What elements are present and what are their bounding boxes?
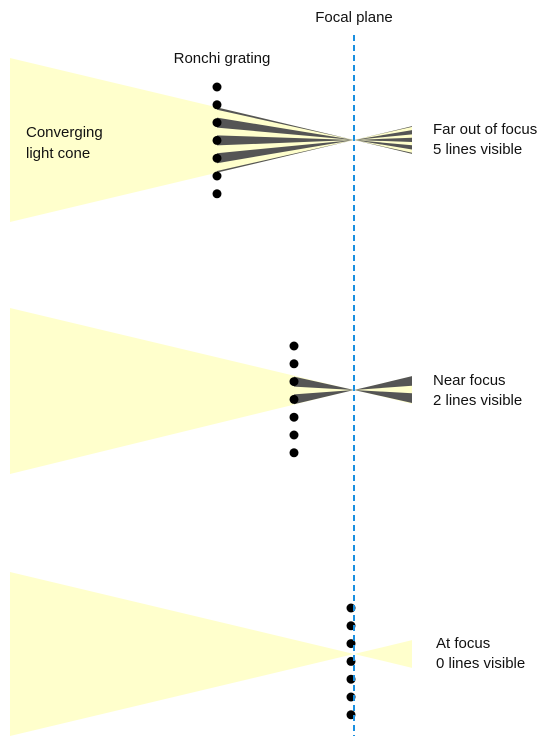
light-cone	[10, 572, 354, 736]
panel-caption: 2 lines visible	[433, 392, 522, 409]
blocked-band	[354, 140, 412, 150]
grating-line	[212, 100, 222, 110]
grating-line	[212, 118, 222, 128]
grating-line	[212, 82, 222, 92]
grating-line	[289, 341, 299, 351]
blocked-band	[217, 107, 354, 140]
blocked-band	[354, 130, 412, 140]
grating-line	[289, 412, 299, 422]
light-cone	[10, 308, 354, 474]
grating-line	[289, 448, 299, 458]
grating-line	[212, 171, 222, 181]
blocked-band	[354, 140, 412, 154]
light-cone	[10, 58, 354, 222]
blocked-band	[354, 376, 412, 390]
panel-caption: Far out of focus	[433, 121, 537, 138]
grating-line	[212, 153, 222, 163]
blocked-band	[354, 137, 412, 142]
blocked-band	[217, 140, 354, 173]
blocked-band	[217, 140, 354, 164]
blocked-band	[294, 390, 354, 405]
blocked-band	[354, 126, 412, 140]
blocked-band	[217, 117, 354, 140]
panel-caption: At focus	[436, 635, 490, 652]
grating-label: Ronchi grating	[174, 50, 271, 67]
panel-caption: Near focus	[433, 372, 506, 389]
grating-line	[289, 377, 299, 387]
blocked-band	[354, 390, 412, 403]
grating-line	[289, 359, 299, 369]
focal-plane-label: Focal plane	[315, 9, 393, 26]
blocked-band	[217, 135, 354, 146]
shapes	[10, 58, 412, 736]
blocked-band	[294, 376, 354, 390]
panel-caption: 5 lines visible	[433, 141, 522, 158]
cone-label: Converging	[26, 124, 103, 141]
grating-line	[212, 189, 222, 199]
diverging-cone	[354, 640, 412, 668]
panel-caption: 0 lines visible	[436, 655, 525, 672]
cone-label: light cone	[26, 145, 90, 162]
grating-line	[212, 135, 222, 145]
grating-line	[289, 430, 299, 440]
grating-line	[289, 394, 299, 404]
